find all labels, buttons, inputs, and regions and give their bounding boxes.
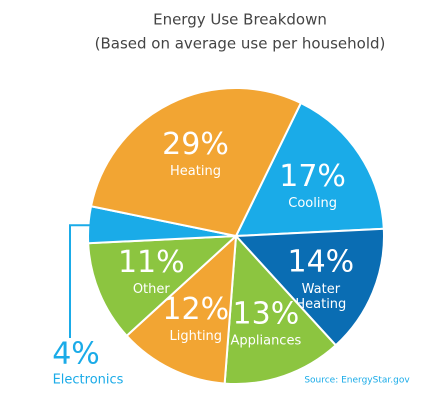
value-label: 17% xyxy=(279,159,346,194)
pie-slice xyxy=(233,227,385,347)
chart-subtitle: (Based on average use per household) xyxy=(95,35,386,53)
pie-slice xyxy=(125,233,238,385)
value-label: 14% xyxy=(287,244,354,279)
category-label: Water Heating xyxy=(295,281,346,311)
category-label: Cooling xyxy=(288,196,337,211)
value-label: 29% xyxy=(162,127,229,162)
category-label: Other xyxy=(133,282,171,297)
value-label: 4% xyxy=(52,337,100,372)
category-label: Lighting xyxy=(170,329,223,344)
source: Source: EnergyStar.gov xyxy=(304,376,410,386)
pie-slice xyxy=(89,87,303,238)
value-label: 13% xyxy=(233,296,300,331)
pie-slice xyxy=(87,234,239,338)
category-label: Heating xyxy=(170,164,221,179)
pie-slice xyxy=(223,233,338,385)
value-label: 12% xyxy=(162,292,229,327)
category-label: Appliances xyxy=(230,333,301,348)
pie-slice xyxy=(234,101,385,238)
leader-line xyxy=(69,224,97,338)
chart-title: Energy Use Breakdown xyxy=(153,11,327,29)
value-label: 11% xyxy=(118,245,185,280)
category-label: Electronics xyxy=(53,373,124,388)
